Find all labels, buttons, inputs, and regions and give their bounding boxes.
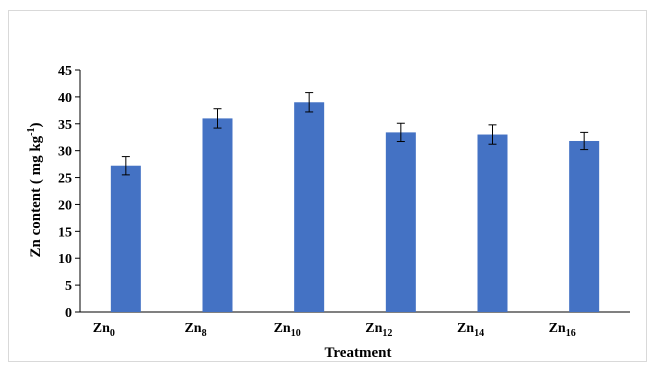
x-category-label: Zn0 [93,321,115,339]
bar [202,118,233,313]
bar [385,132,416,312]
error-bar [488,124,497,145]
bars [110,102,600,313]
y-tick-label: 30 [58,145,72,160]
x-category-label: Zn12 [365,321,392,339]
y-tick-label: 5 [65,279,72,294]
x-category-label: Zn10 [274,321,301,339]
error-bar [213,108,222,129]
error-bars [121,92,589,176]
bar [569,140,600,312]
x-category-label: Zn16 [549,321,576,339]
error-bar [121,156,130,176]
bar [294,102,325,313]
error-bar [580,131,589,151]
x-category-label: Zn8 [184,321,206,339]
y-axis-title: Zn content ( mg kg-1) [26,122,44,257]
bar [477,134,508,312]
x-axis-title: Treatment [325,345,392,361]
y-tick-label: 40 [58,91,72,106]
y-tick-label: 25 [58,172,72,187]
y-tick-label: 35 [58,118,72,133]
error-bar [305,92,314,113]
x-category-label: Zn14 [457,321,484,339]
bar [110,165,141,312]
y-axis-ticks: 0 5 10 15 20 25 30 35 40 45 [58,64,80,321]
error-bar [396,122,405,143]
y-tick-label: 45 [58,64,72,79]
y-tick-label: 20 [58,198,72,213]
y-tick-label: 15 [58,225,72,240]
y-tick-label: 10 [58,252,72,267]
y-tick-label: 0 [65,306,72,321]
x-axis-categories: Zn0 Zn8 Zn10 Zn12 Zn14 Zn16 [93,321,576,339]
